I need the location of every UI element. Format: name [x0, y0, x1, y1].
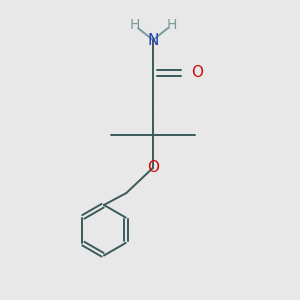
Text: H: H: [166, 18, 177, 32]
Text: O: O: [191, 65, 203, 80]
Text: O: O: [147, 160, 159, 175]
Text: N: N: [147, 32, 159, 47]
Text: H: H: [129, 18, 140, 32]
